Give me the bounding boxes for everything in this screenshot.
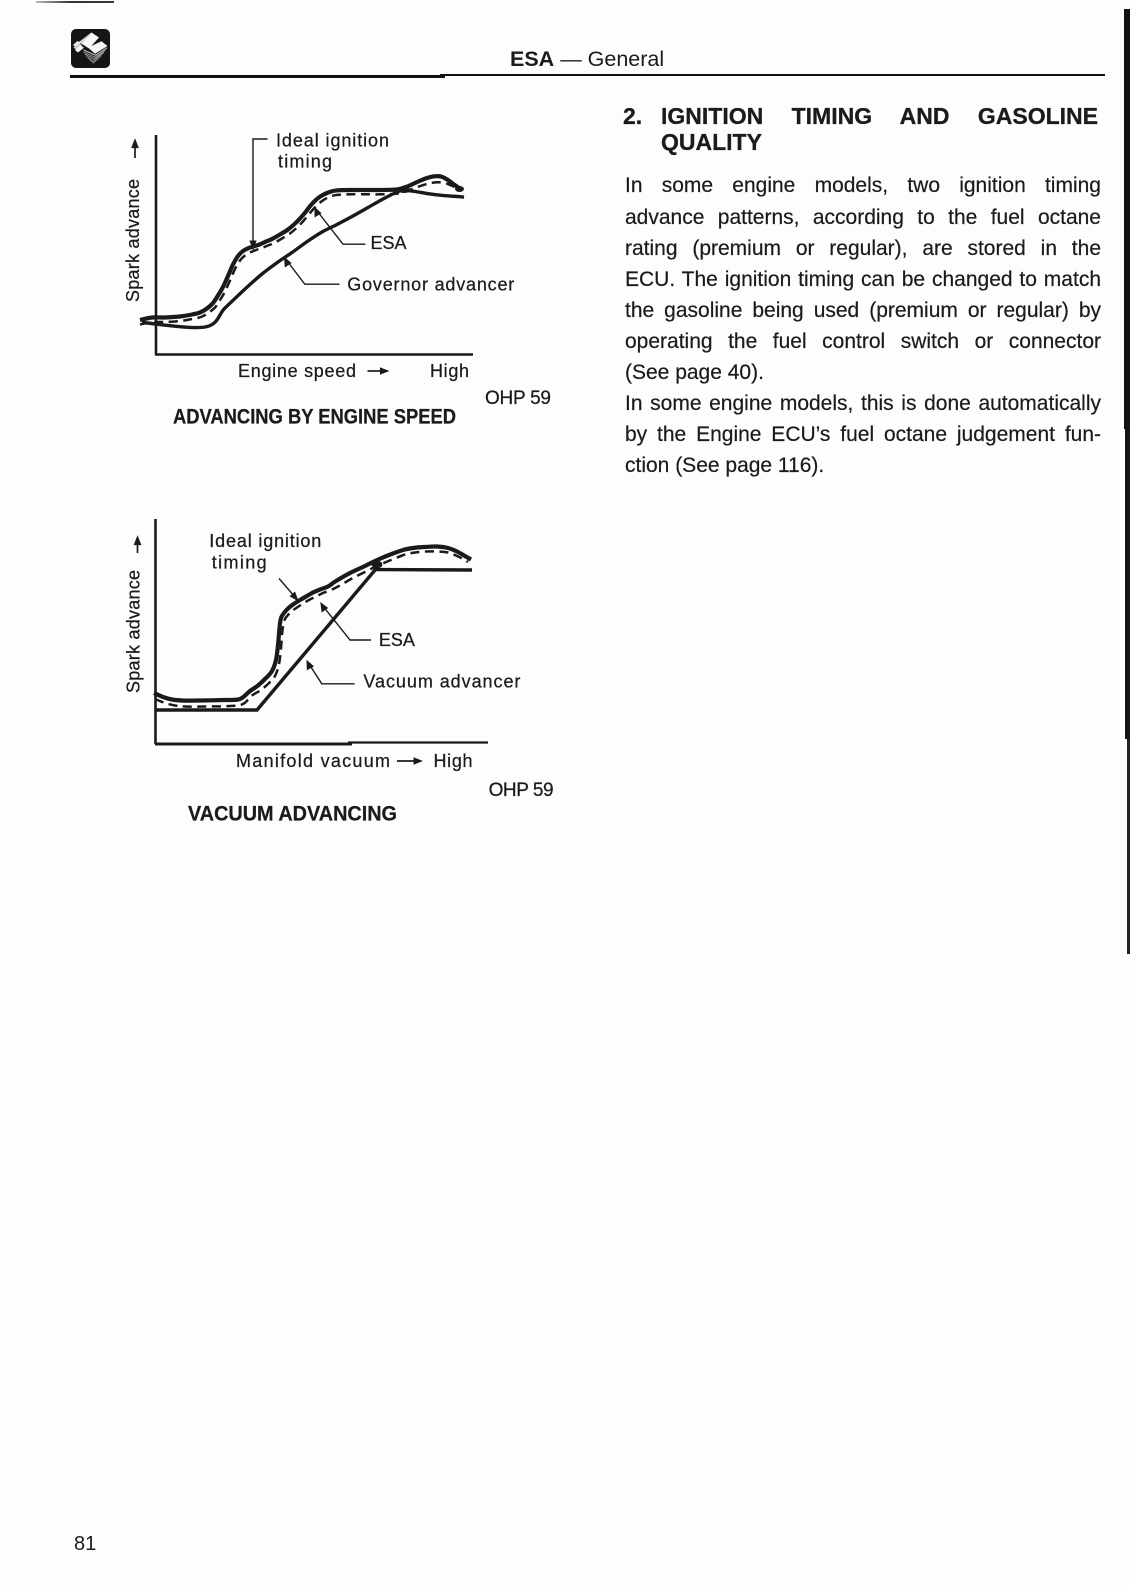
svg-text:Vacuum advancer: Vacuum advancer	[363, 672, 520, 692]
svg-text:Ideal ignition: Ideal ignition	[276, 131, 389, 151]
svg-text:Manifold vacuum: Manifold vacuum	[236, 751, 390, 771]
svg-text:Spark advance: Spark advance	[123, 179, 143, 302]
svg-text:ESA: ESA	[371, 233, 407, 253]
svg-text:Ideal ignition: Ideal ignition	[209, 531, 321, 551]
svg-text:ADVANCING BY ENGINE SPEED: ADVANCING BY ENGINE SPEED	[173, 406, 456, 429]
svg-text:Engine speed: Engine speed	[238, 361, 356, 381]
svg-text:VACUUM ADVANCING: VACUUM ADVANCING	[188, 803, 397, 826]
svg-text:ESA: ESA	[379, 630, 415, 650]
svg-text:OHP 59: OHP 59	[485, 388, 551, 409]
svg-text:High: High	[434, 751, 473, 771]
svg-text:High: High	[430, 361, 469, 381]
svg-text:timing: timing	[212, 553, 267, 573]
svg-text:timing: timing	[278, 152, 332, 172]
svg-text:OHP 59: OHP 59	[489, 780, 554, 801]
svg-text:Governor advancer: Governor advancer	[347, 275, 514, 295]
svg-text:Spark advance: Spark advance	[124, 570, 144, 693]
